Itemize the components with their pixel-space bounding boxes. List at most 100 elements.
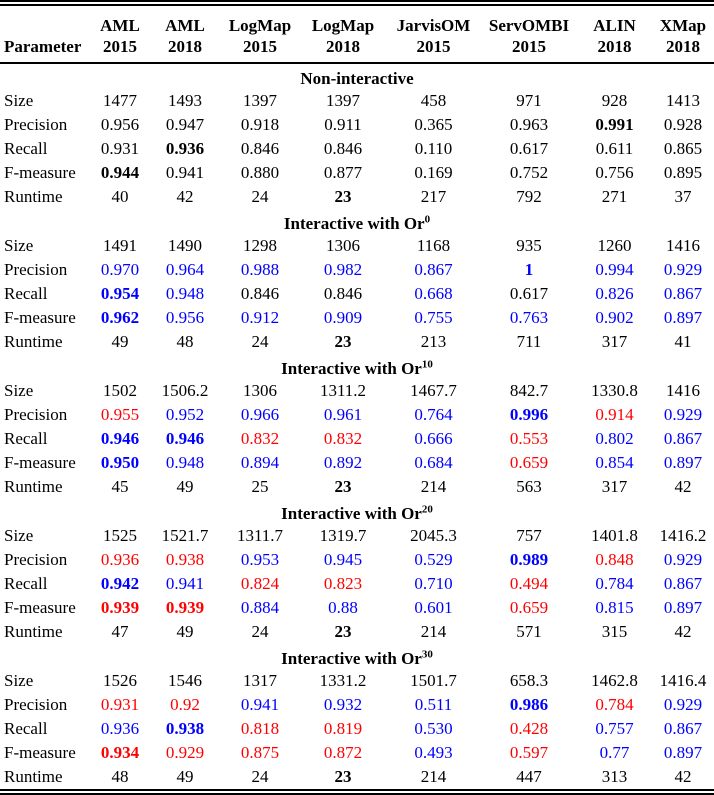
value-cell: 0.92 — [170, 695, 200, 714]
value-cell: 1493 — [168, 91, 202, 110]
value-cell: 0.945 — [323, 550, 363, 569]
value-cell: 0.938 — [165, 550, 205, 569]
value-cell: 0.942 — [100, 574, 140, 593]
value-cell: 48 — [111, 767, 129, 786]
value-cell: 571 — [516, 622, 542, 641]
parameter-column-header: Parameter — [0, 3, 90, 64]
value-cell: 1306 — [326, 236, 360, 255]
table-row-f-measure: F-measure 0.939 0.939 0.884 0.88 0.601 0.659 0.… — [0, 596, 714, 620]
value-cell: 0.947 — [165, 115, 205, 134]
value-cell: 0.824 — [240, 574, 280, 593]
value-cell: 24 — [251, 622, 269, 641]
value-cell: 317 — [601, 477, 628, 496]
table-row-f-measure: F-measure 0.950 0.948 0.894 0.892 0.684 0.659 0… — [0, 451, 714, 475]
section-title-row: Interactive with Or0 — [0, 209, 714, 234]
row-label: Recall — [4, 284, 48, 303]
value-cell: 0.892 — [323, 453, 363, 472]
value-cell: 1 — [524, 260, 534, 279]
value-cell: 0.867 — [663, 429, 703, 448]
value-cell: 0.832 — [240, 429, 280, 448]
value-cell: 1401.8 — [591, 526, 638, 545]
value-cell: 0.428 — [509, 719, 549, 738]
value-cell: 1491 — [103, 236, 137, 255]
table-row-precision: Precision 0.955 0.952 0.966 0.961 0.764 0.996 0… — [0, 403, 714, 427]
table-row-recall: Recall 0.954 0.948 0.846 0.846 0.668 0.617 0.82… — [0, 282, 714, 306]
value-cell: 1311.7 — [236, 526, 284, 545]
value-cell: 563 — [516, 477, 542, 496]
table-row-f-measure: F-measure 0.944 0.941 0.880 0.877 0.169 0.752 0… — [0, 161, 714, 185]
section-title-row: Interactive with Or10 — [0, 354, 714, 379]
value-cell: 214 — [420, 477, 447, 496]
value-cell: 1467.7 — [410, 381, 457, 400]
table-row-precision: Precision 0.931 0.92 0.941 0.932 0.511 0.986 0.… — [0, 693, 714, 717]
value-cell: 0.875 — [240, 743, 280, 762]
value-cell: 842.7 — [509, 381, 549, 400]
row-label: Runtime — [4, 187, 63, 206]
column-header-xmap-2018: XMap 2018 — [652, 3, 714, 64]
value-cell: 1260 — [597, 236, 632, 255]
value-cell: 0.955 — [100, 405, 140, 424]
value-cell: 0.902 — [595, 308, 634, 327]
value-cell: 0.494 — [509, 574, 549, 593]
value-cell: 0.763 — [509, 308, 549, 327]
table-row-f-measure: F-measure 0.962 0.956 0.912 0.909 0.755 0.763 0… — [0, 306, 714, 330]
section-title: Interactive with Or20 — [281, 503, 433, 523]
value-cell: 0.832 — [323, 429, 363, 448]
value-cell: 458 — [420, 91, 447, 110]
value-cell: 1502 — [103, 381, 137, 400]
value-cell: 1330.8 — [591, 381, 638, 400]
value-cell: 0.597 — [509, 743, 549, 762]
value-cell: 1311.2 — [319, 381, 367, 400]
column-header-aml-2015: AML 2015 — [90, 3, 150, 64]
value-cell: 0.110 — [414, 139, 453, 158]
value-cell: 971 — [516, 91, 542, 110]
value-cell: 47 — [111, 622, 129, 641]
value-cell: 0.897 — [663, 598, 703, 617]
value-cell: 0.784 — [595, 574, 634, 593]
table-row-precision: Precision 0.936 0.938 0.953 0.945 0.529 0.989 0… — [0, 548, 714, 572]
value-cell: 1413 — [666, 91, 700, 110]
value-cell: 271 — [601, 187, 628, 206]
value-cell: 0.846 — [240, 139, 280, 158]
value-cell: 0.666 — [414, 429, 453, 448]
value-cell: 0.88 — [328, 598, 358, 617]
value-cell: 0.815 — [595, 598, 634, 617]
table-row-runtime: Runtime 48 49 24 23 214 447 313 42 — [0, 765, 714, 792]
value-cell: 0.929 — [165, 743, 205, 762]
column-header-aml-2018: AML 2018 — [150, 3, 220, 64]
value-cell: 1490 — [168, 236, 202, 255]
value-cell: 0.867 — [414, 260, 453, 279]
value-cell: 1416 — [666, 381, 700, 400]
value-cell: 217 — [420, 187, 447, 206]
value-cell: 0.823 — [323, 574, 363, 593]
value-cell: 49 — [111, 332, 129, 351]
value-cell: 0.897 — [663, 308, 703, 327]
value-cell: 0.757 — [595, 719, 634, 738]
section-title: Interactive with Or30 — [281, 648, 433, 668]
value-cell: 0.931 — [100, 695, 140, 714]
value-cell: 23 — [334, 187, 352, 206]
value-cell: 1525 — [103, 526, 137, 545]
value-cell: 1306 — [243, 381, 277, 400]
column-header-alin-2018: ALIN 2018 — [577, 3, 652, 64]
value-cell: 45 — [111, 477, 129, 496]
column-header-jarvisom-2015: JarvisOM 2015 — [386, 3, 481, 64]
value-cell: 1416.2 — [659, 526, 707, 545]
value-cell: 0.966 — [240, 405, 280, 424]
section-title-row: Interactive with Or20 — [0, 499, 714, 524]
row-label: Size — [4, 671, 34, 690]
table-row-recall: Recall 0.936 0.938 0.818 0.819 0.530 0.428 0.75… — [0, 717, 714, 741]
value-cell: 23 — [334, 767, 352, 786]
table-row-size: Size 1491 1490 1298 1306 1168 935 1260 1416 — [0, 234, 714, 258]
table-row-size: Size 1525 1521.7 1311.7 1319.7 2045.3 757 1401.… — [0, 524, 714, 548]
value-cell: 0.932 — [323, 695, 363, 714]
value-cell: 0.617 — [509, 139, 549, 158]
value-cell: 0.936 — [100, 550, 140, 569]
value-cell: 1298 — [243, 236, 277, 255]
value-cell: 0.493 — [414, 743, 453, 762]
value-cell: 0.826 — [595, 284, 634, 303]
table-row-size: Size 1502 1506.2 1306 1311.2 1467.7 842.7 1330.… — [0, 379, 714, 403]
value-cell: 37 — [674, 187, 692, 206]
